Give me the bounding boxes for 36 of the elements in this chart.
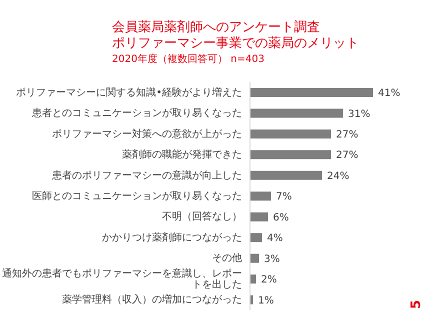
data-label: 31% <box>348 108 370 120</box>
bar <box>250 212 268 222</box>
y-tick-label: かかりつけ薬剤師につながった <box>102 230 242 243</box>
data-label: 24% <box>327 170 350 182</box>
text: 2020年度（複数回答可） n=403 <box>112 52 266 67</box>
data-label: 27% <box>336 130 358 141</box>
bar <box>250 192 271 201</box>
y-tick-label: 不明（回答なし） <box>162 210 242 222</box>
text: 5 <box>408 300 424 310</box>
bar <box>250 88 373 97</box>
chart-subtitle: ポリファーマシー事業での薬局のメリット <box>112 36 359 52</box>
y-tick-label: ポリファーマシーに関する知識•経験がより増えた <box>16 86 242 98</box>
y-tick-label: 患者とのコミュニケーションが取り易くなった <box>31 106 242 119</box>
bar <box>250 274 256 284</box>
bar <box>250 254 259 263</box>
bar <box>250 233 262 242</box>
data-label: 7% <box>276 192 292 203</box>
y-tick-label: 患者のポリファーマシーの意識が向上した <box>51 168 242 181</box>
y-tick-label: その他 <box>212 252 242 264</box>
chart-title: 会員薬局薬剤師へのアンケート調査 <box>112 20 321 36</box>
bar <box>250 108 343 118</box>
y-tick-label: 薬剤師の職能が発揮できた <box>122 148 242 160</box>
bar <box>250 170 322 180</box>
data-label: 2% <box>261 274 277 286</box>
y-tick-label: 薬学管理料（収入）の増加につながった <box>62 293 242 306</box>
data-label: 3% <box>264 254 280 265</box>
data-label: 4% <box>267 233 283 244</box>
bar <box>250 129 331 138</box>
data-label: 6% <box>273 212 289 224</box>
y-tick-label: 医師とのコミュニケーションが取り易くなった <box>32 190 242 202</box>
y-tick-label: 通知外の患者でもポリファーマシーを意識し、レポートを出した <box>2 266 242 290</box>
data-label: 27% <box>336 150 358 162</box>
y-tick-label: ポリファーマシー対策への意欲が上がった <box>52 127 242 140</box>
bar <box>250 150 331 160</box>
data-label: 1% <box>258 295 274 306</box>
data-label: 41% <box>378 88 400 100</box>
